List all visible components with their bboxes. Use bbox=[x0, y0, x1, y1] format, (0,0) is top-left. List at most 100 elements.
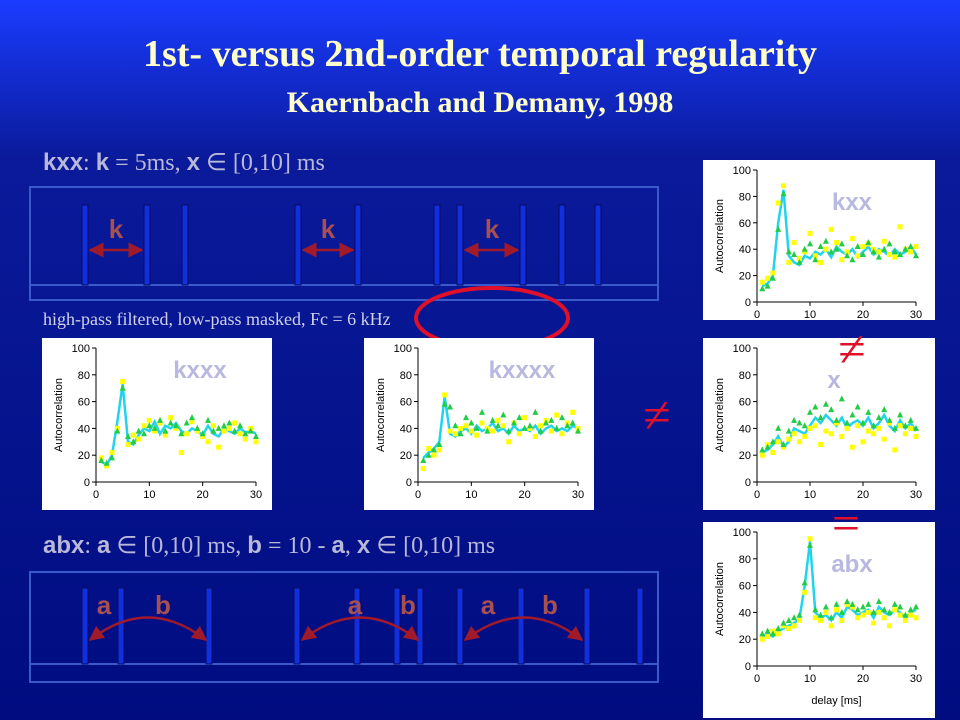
point bbox=[152, 428, 158, 434]
point bbox=[865, 408, 872, 415]
point bbox=[237, 422, 243, 429]
point bbox=[855, 615, 861, 621]
x-tick-label: 0 bbox=[754, 489, 760, 501]
point bbox=[532, 433, 538, 439]
point bbox=[802, 433, 808, 439]
y-tick-label: 100 bbox=[733, 527, 751, 539]
point bbox=[775, 439, 781, 445]
point bbox=[913, 603, 919, 610]
point bbox=[854, 606, 861, 613]
chart-panel bbox=[703, 338, 935, 510]
point bbox=[130, 432, 136, 438]
not-equal-sign: ≠ bbox=[643, 387, 670, 443]
formula-part: b bbox=[247, 532, 262, 559]
point bbox=[253, 432, 259, 439]
point bbox=[141, 423, 147, 429]
chart: 0 20 40 60 80 100 0 10 20 30 Autocorrelation kxxxx bbox=[364, 338, 594, 510]
point bbox=[521, 424, 528, 431]
point bbox=[881, 606, 888, 613]
point bbox=[897, 423, 903, 429]
point bbox=[769, 438, 776, 445]
point bbox=[769, 630, 776, 637]
point bbox=[231, 427, 238, 434]
point bbox=[860, 439, 866, 445]
y-tick-label: 80 bbox=[78, 370, 90, 382]
point bbox=[125, 432, 131, 439]
point bbox=[495, 422, 501, 429]
point bbox=[221, 428, 227, 434]
x-tick-label: 20 bbox=[197, 489, 209, 501]
point bbox=[103, 459, 110, 466]
y-tick-label: 20 bbox=[739, 450, 751, 462]
point bbox=[511, 419, 517, 426]
point bbox=[876, 249, 882, 255]
point bbox=[860, 244, 866, 250]
point bbox=[822, 603, 829, 610]
y-axis-label: Autocorrelation bbox=[53, 378, 65, 452]
y-tick-label: 100 bbox=[733, 343, 751, 355]
point bbox=[479, 408, 485, 415]
point bbox=[441, 400, 448, 407]
point bbox=[548, 428, 554, 434]
y-tick-label: 60 bbox=[739, 581, 751, 593]
point bbox=[543, 419, 549, 426]
point bbox=[801, 422, 808, 429]
point bbox=[849, 600, 856, 607]
point bbox=[855, 253, 861, 259]
point bbox=[125, 441, 131, 447]
chart-label: x bbox=[827, 367, 841, 394]
point bbox=[785, 427, 792, 434]
point bbox=[786, 625, 792, 631]
point bbox=[875, 414, 882, 421]
point bbox=[844, 601, 850, 607]
formula-part: x bbox=[357, 532, 371, 559]
point bbox=[791, 431, 797, 437]
point bbox=[892, 607, 898, 613]
point bbox=[801, 579, 808, 586]
point bbox=[178, 450, 184, 456]
formula-part: = 5ms, bbox=[109, 150, 187, 176]
point bbox=[913, 615, 919, 621]
point bbox=[226, 419, 233, 426]
point bbox=[474, 432, 480, 438]
point bbox=[168, 415, 174, 421]
point bbox=[759, 285, 766, 292]
point bbox=[823, 246, 829, 252]
point bbox=[136, 436, 142, 442]
point bbox=[781, 183, 786, 189]
y-axis-label: Autocorrelation bbox=[375, 378, 387, 452]
point bbox=[495, 417, 501, 423]
point bbox=[907, 416, 914, 423]
point bbox=[902, 617, 908, 623]
point bbox=[468, 419, 475, 426]
point bbox=[420, 466, 426, 472]
point bbox=[860, 603, 866, 610]
point bbox=[844, 419, 851, 426]
x-tick-label: 10 bbox=[804, 673, 816, 685]
b-label: b bbox=[542, 590, 558, 620]
point bbox=[812, 256, 819, 263]
point bbox=[849, 256, 856, 263]
k-label: k bbox=[321, 214, 336, 244]
point bbox=[865, 428, 871, 434]
point bbox=[759, 630, 766, 637]
point bbox=[908, 249, 914, 255]
x-tick-label: 10 bbox=[804, 309, 816, 321]
point bbox=[506, 439, 512, 445]
y-tick-label: 60 bbox=[739, 218, 751, 230]
point bbox=[183, 419, 190, 426]
formula-part: , bbox=[345, 533, 357, 559]
kxx-formula: kxx: k = 5ms, x ∈ [0,10] ms bbox=[43, 149, 325, 176]
point bbox=[791, 250, 798, 257]
point bbox=[791, 240, 797, 246]
x-tick-label: 30 bbox=[250, 489, 262, 501]
point bbox=[828, 614, 835, 621]
point bbox=[812, 423, 818, 429]
point bbox=[759, 452, 765, 458]
point bbox=[436, 447, 442, 453]
point bbox=[781, 444, 786, 450]
point bbox=[796, 611, 803, 618]
point bbox=[891, 248, 898, 255]
point bbox=[548, 416, 555, 423]
point bbox=[141, 430, 147, 437]
